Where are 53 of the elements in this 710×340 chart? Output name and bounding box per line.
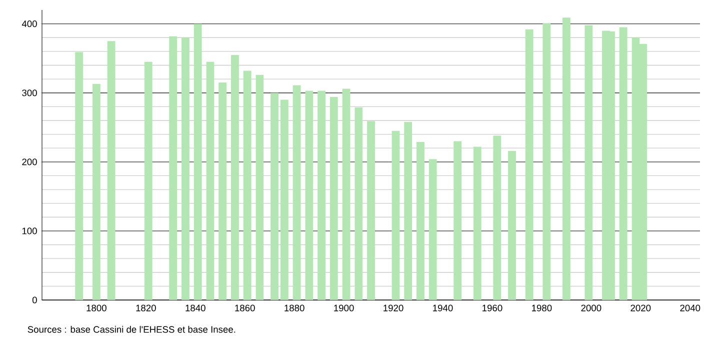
bar [169,36,178,300]
x-tick-label: 2040 [680,304,700,312]
bar [473,146,482,300]
x-tick-label: 1960 [482,304,502,312]
x-tick-label: 1820 [136,304,156,312]
x-tick-label: 1860 [235,304,255,312]
bar [454,141,462,300]
bar [428,159,437,300]
y-tick-label: 0 [32,296,37,304]
x-tick-label: 1900 [334,304,354,312]
bar [144,62,152,300]
x-tick-label: 1940 [433,304,453,312]
x-tick-label: 1840 [186,304,206,312]
bar [194,24,202,300]
bar [182,38,190,300]
bar [330,97,338,300]
x-tick-label: 2020 [630,304,651,312]
x-tick-label: 2000 [581,304,602,312]
bar [218,82,227,300]
bar [342,88,350,300]
y-tick-label: 100 [22,228,37,234]
y-tick-label: 200 [22,158,37,166]
bar [243,70,252,300]
bar [318,90,326,300]
bar [562,18,570,300]
bar [292,85,301,300]
x-tick-label: 1800 [86,304,106,312]
bar [542,23,551,300]
bar [230,54,239,300]
bar [584,25,593,300]
bar [305,90,314,300]
x-tick-label: 1980 [532,304,552,312]
source-note: Sources : base Cassini de l'EHESS et base Insee. [28,326,236,333]
bar [619,27,628,300]
x-tick-label: 1920 [384,304,404,312]
bar [404,122,412,300]
y-tick-label: 300 [22,90,37,96]
y-tick-label: 400 [22,20,37,28]
bar [206,62,214,300]
bar [392,130,400,300]
bar [107,41,116,300]
bar [280,100,288,300]
bar [493,136,502,300]
bar [270,92,278,300]
bar [354,107,363,300]
bar [75,52,84,300]
bar [256,74,264,300]
bar [508,150,516,300]
bar [92,84,100,300]
x-tick-label: 1880 [284,304,304,312]
bar [525,29,534,300]
bar [367,121,375,300]
bar [416,142,424,300]
